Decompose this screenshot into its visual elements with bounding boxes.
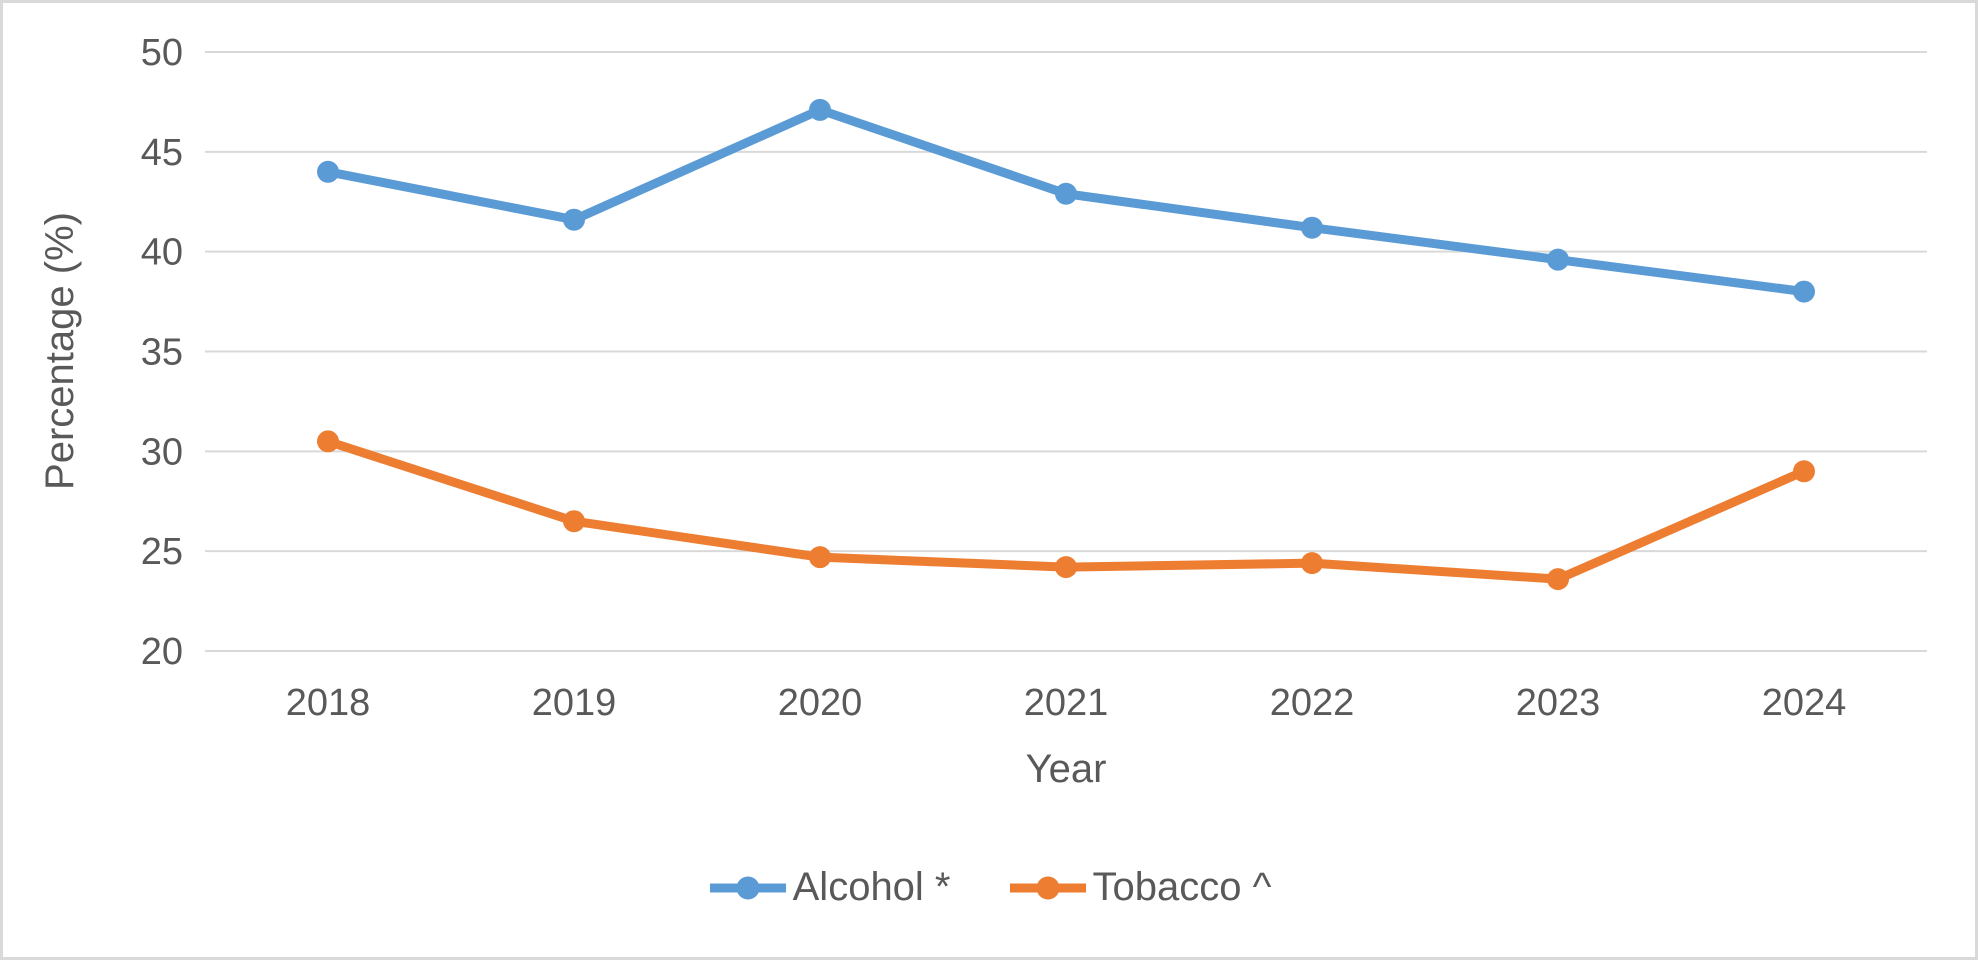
- data-point-marker: [563, 208, 585, 231]
- data-point-marker: [1055, 556, 1077, 579]
- x-tick-label: 2024: [1762, 682, 1847, 724]
- x-axis-title: Year: [1026, 747, 1107, 791]
- y-axis-title: Percentage (%): [38, 212, 82, 490]
- y-tick-label: 45: [141, 132, 183, 174]
- data-point-marker: [809, 98, 831, 121]
- y-tick-label: 30: [141, 431, 183, 473]
- legend-label-alcohol: Alcohol *: [792, 865, 951, 909]
- x-tick-label: 2023: [1516, 682, 1601, 724]
- data-point-marker: [809, 546, 831, 569]
- x-tick-label: 2022: [1270, 682, 1355, 724]
- data-point-marker: [317, 160, 339, 183]
- data-point-marker: [1301, 552, 1323, 575]
- x-tick-label: 2018: [286, 682, 371, 724]
- data-point-marker: [1547, 568, 1569, 591]
- tobacco-legend-marker-icon: [1009, 876, 1086, 899]
- alcohol-legend-marker-icon: [709, 876, 786, 899]
- y-tick-label: 40: [141, 232, 183, 274]
- legend-item-alcohol: Alcohol *: [707, 865, 951, 910]
- legend: Alcohol * Tobacco ^: [3, 865, 1975, 910]
- y-tick-label: 20: [141, 631, 183, 673]
- y-tick-label: 50: [141, 32, 183, 74]
- data-point-marker: [1793, 460, 1815, 483]
- x-axis-tick-labels: 2018 2019 2020 2021 2022 2023 2024: [286, 682, 1847, 724]
- x-tick-label: 2019: [532, 682, 617, 724]
- x-tick-label: 2020: [778, 682, 863, 724]
- legend-label-tobacco: Tobacco ^: [1092, 865, 1272, 909]
- y-axis-tick-labels: 20 25 30 35 40 45 50: [141, 32, 183, 673]
- x-tick-label: 2021: [1024, 682, 1109, 724]
- data-point-marker: [1055, 182, 1077, 205]
- data-point-marker: [1793, 280, 1815, 303]
- y-tick-label: 25: [141, 531, 183, 573]
- data-point-marker: [1547, 248, 1569, 271]
- data-point-marker: [1301, 216, 1323, 239]
- data-point-marker: [563, 510, 585, 533]
- data-point-marker: [317, 430, 339, 453]
- y-tick-label: 35: [141, 332, 183, 374]
- legend-item-tobacco: Tobacco ^: [1007, 865, 1272, 910]
- gridlines: [205, 51, 1927, 652]
- series-lines: [317, 98, 1815, 591]
